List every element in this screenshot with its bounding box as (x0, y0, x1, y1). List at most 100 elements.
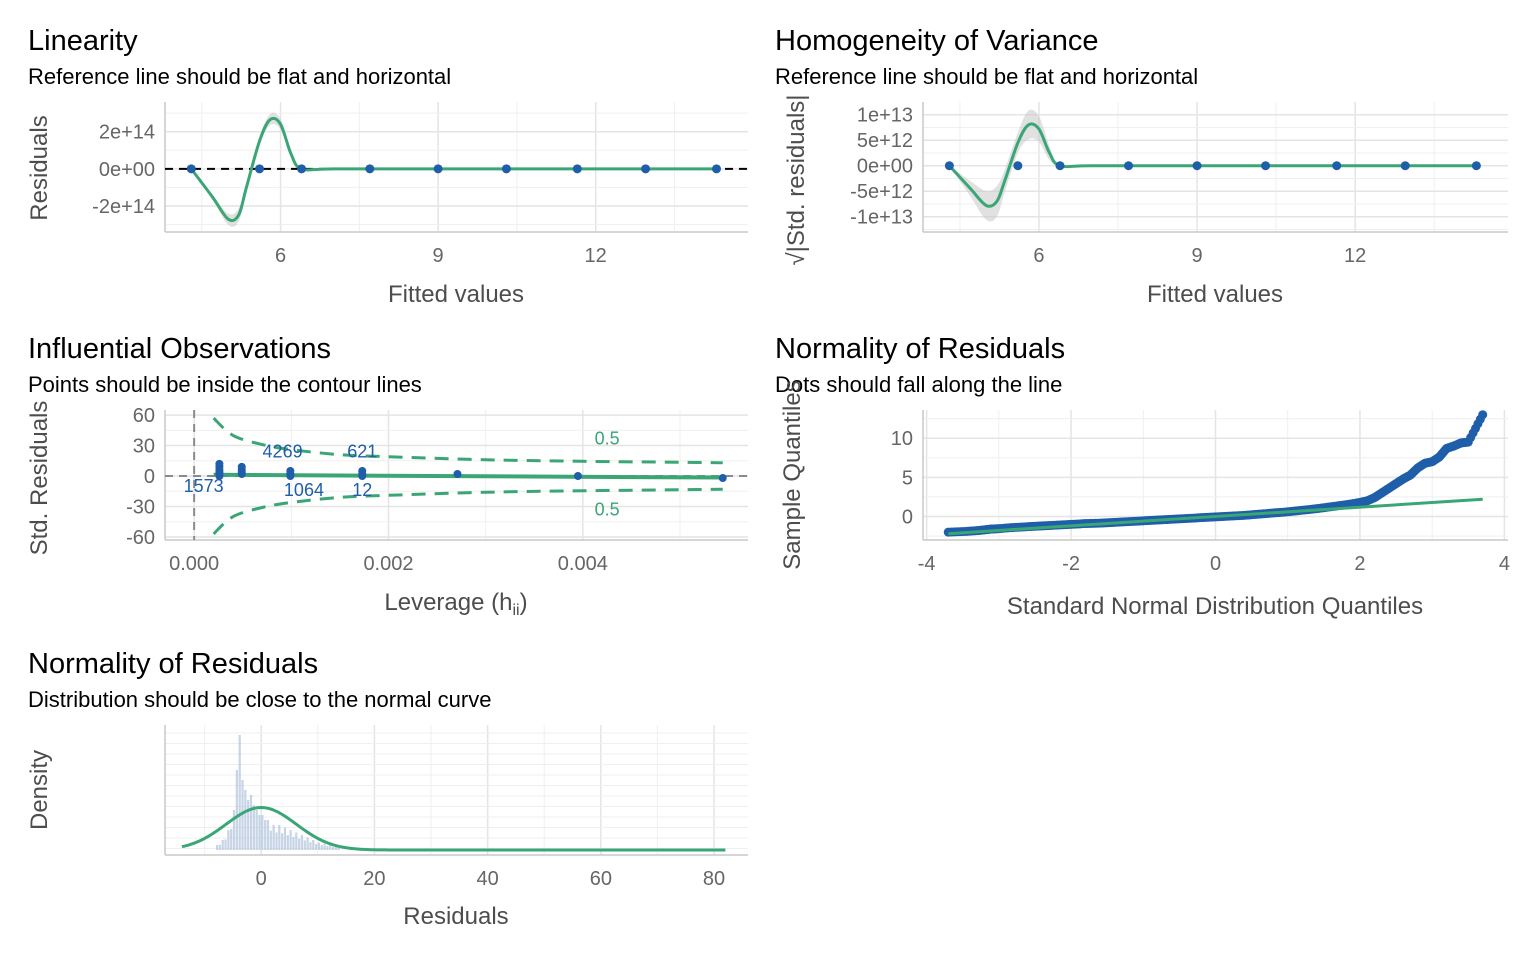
influential-marks: 0.5 0.5 4269 621 1573 1064 12 (165, 410, 748, 540)
influential-point-label: 621 (347, 442, 377, 462)
p3-y-tick-label: -30 (126, 496, 155, 518)
density-panel: Normality of Residuals Distribution shou… (26, 648, 748, 930)
density-bar (281, 833, 284, 850)
qq-subtitle: Dots should fall along the line (775, 372, 1062, 397)
qq-reference-line (948, 497, 1483, 536)
qq-panel: Normality of Residuals Dots should fall … (775, 333, 1510, 620)
influential-point (237, 469, 246, 478)
homogeneity-point (1471, 161, 1481, 171)
p1-x-tick-label: 6 (275, 245, 286, 267)
density-bar (320, 845, 323, 850)
homogeneity-point (1013, 161, 1023, 171)
influential-point (573, 472, 582, 481)
p3-y-tick-label: 30 (133, 436, 155, 458)
p3-x-tick-label: 0.000 (169, 553, 219, 575)
density-bar (295, 832, 298, 850)
p4-y-tick-label: 0 (902, 507, 913, 529)
p5-x-tick-label: 0 (256, 868, 267, 890)
density-bar (249, 795, 253, 850)
influential-point (358, 472, 367, 481)
density-bar (337, 847, 340, 850)
homogeneity-point (1055, 161, 1065, 171)
density-bar (312, 840, 315, 850)
density-bar (329, 845, 332, 850)
homogeneity-marks (944, 109, 1481, 222)
qq-gridlines (923, 410, 1508, 540)
density-bar (309, 842, 312, 850)
p2-y-tick-label: 0e+00 (857, 156, 913, 178)
p5-x-tick-label: 20 (363, 868, 385, 890)
homogeneity-y-ticks: 1e+13 5e+12 0e+00 -5e+12 -1e+13 (850, 105, 913, 229)
linearity-point (572, 164, 582, 174)
influential-x-ticks: 0.000 0.002 0.004 (169, 553, 608, 575)
p4-x-tick-label: -2 (1062, 553, 1080, 575)
density-bar (292, 836, 295, 850)
qq-point (1478, 410, 1488, 420)
influential-x-title-close: ) (520, 589, 528, 616)
homogeneity-x-ticks: 6 9 12 (1033, 245, 1366, 267)
density-bar (334, 846, 338, 850)
p3-y-tick-label: 60 (133, 405, 155, 427)
density-bar (269, 830, 272, 850)
linearity-y-ticks: 2e+14 0e+00 -2e+14 (92, 122, 155, 218)
density-bar (230, 829, 233, 850)
linearity-point (186, 164, 196, 174)
homogeneity-point (1124, 161, 1134, 171)
density-bar (298, 838, 301, 850)
density-bar (238, 735, 241, 850)
p3-y-tick-label: -60 (126, 527, 155, 549)
density-subtitle: Distribution should be close to the norm… (28, 687, 491, 712)
linearity-point (255, 164, 265, 174)
density-bar (272, 825, 275, 850)
p5-x-tick-label: 60 (590, 868, 612, 890)
homogeneity-point (1332, 161, 1342, 171)
density-bar (331, 846, 335, 850)
linearity-marks (165, 112, 748, 227)
qq-y-title: Sample Quantiles (779, 380, 806, 569)
influential-subtitle: Points should be inside the contour line… (28, 372, 422, 397)
influential-contour-label: 0.5 (595, 500, 620, 520)
density-bar (258, 815, 261, 850)
homogeneity-y-title: √|Std. residuals| (783, 94, 810, 265)
influential-y-title: Std. Residuals (26, 401, 53, 556)
influential-fit-line (213, 472, 723, 480)
density-bar (275, 832, 278, 850)
influential-point-label: 1573 (184, 476, 224, 496)
linearity-smooth-line (190, 116, 717, 223)
influential-x-title-main: Leverage (h (384, 589, 512, 616)
p3-y-tick-label: 0 (144, 466, 155, 488)
influential-point-label: 12 (352, 480, 372, 500)
density-bar (244, 790, 247, 850)
density-bar (218, 844, 222, 850)
p4-x-tick-label: 4 (1499, 553, 1510, 575)
influential-point (453, 469, 462, 478)
homogeneity-point (1261, 161, 1271, 171)
density-bar (224, 839, 227, 850)
influential-point (215, 472, 224, 481)
density-bar (264, 820, 267, 850)
qq-marks (943, 410, 1488, 537)
linearity-panel: Linearity Reference line should be flat … (26, 25, 748, 308)
density-bar (306, 837, 309, 850)
density-bar (255, 810, 258, 850)
p5-x-tick-label: 80 (703, 868, 725, 890)
density-bar (300, 835, 304, 850)
p4-x-tick-label: 0 (1210, 553, 1221, 575)
p1-y-tick-label: 2e+14 (99, 122, 155, 144)
qq-y-ticks: 10 5 0 (891, 428, 913, 528)
influential-title: Influential Observations (28, 333, 331, 365)
linearity-subtitle: Reference line should be flat and horizo… (28, 64, 451, 89)
density-bar (252, 805, 255, 850)
qq-x-title: Standard Normal Distribution Quantiles (1007, 593, 1423, 620)
p4-y-tick-label: 10 (891, 428, 913, 450)
p4-x-tick-label: 2 (1354, 553, 1365, 575)
p2-x-tick-label: 6 (1033, 245, 1044, 267)
influential-point (286, 472, 295, 481)
p5-x-tick-label: 40 (477, 868, 499, 890)
homogeneity-point (1400, 161, 1410, 171)
density-gridlines (165, 725, 748, 855)
qq-title: Normality of Residuals (775, 333, 1065, 365)
p4-x-tick-label: -4 (918, 553, 936, 575)
homogeneity-panel: Homogeneity of Variance Reference line s… (775, 25, 1508, 308)
